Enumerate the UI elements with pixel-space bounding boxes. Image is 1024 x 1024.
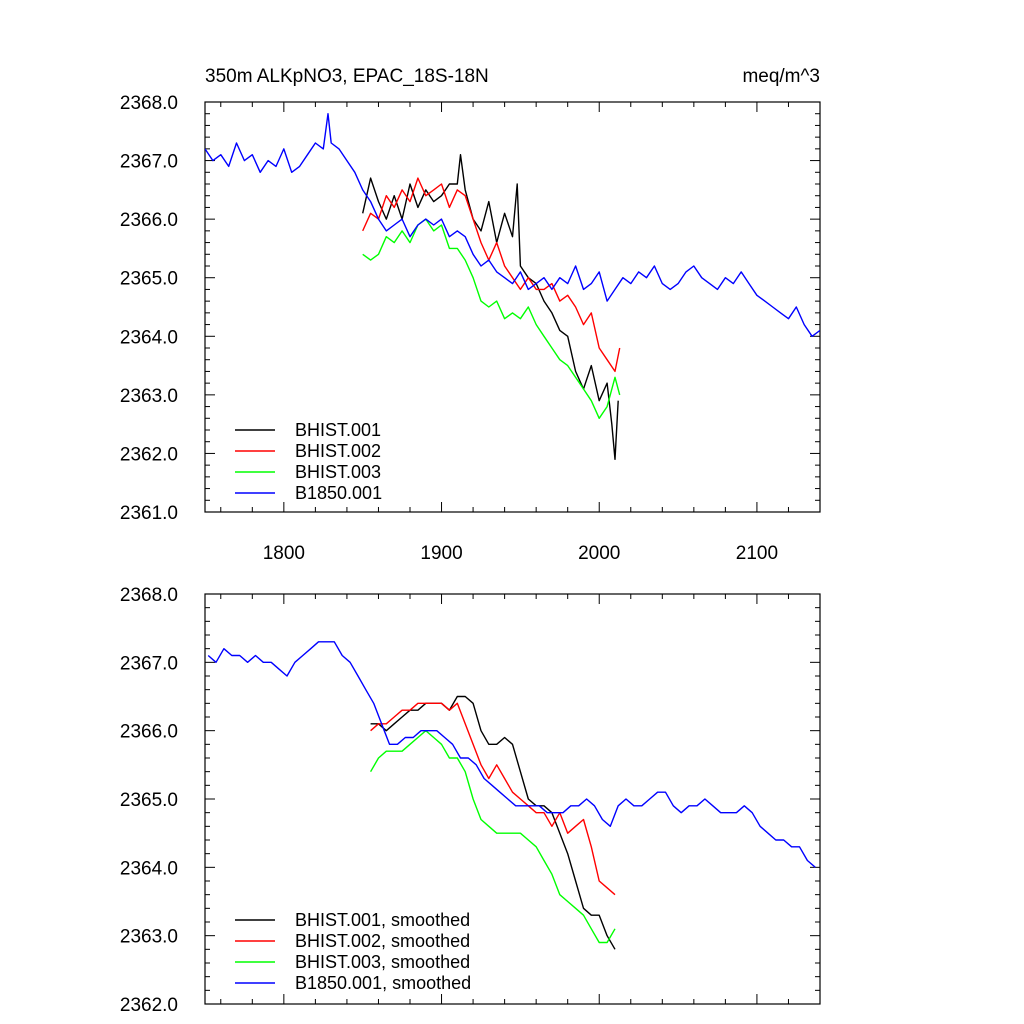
y-tick-label: 2366.0 (120, 210, 178, 231)
bottom-panel: 2362.0 2363.0 2364.0 2365.0 2366.0 2367.0 2368… (120, 585, 821, 1016)
y-tick-label: 2367.0 (120, 152, 178, 173)
series-line-bhist-002-smoothed (370, 702, 616, 896)
chart-title: 350m ALKpNO3, EPAC_18S-18N (205, 66, 489, 87)
x-tick-label: 1800 (263, 543, 305, 564)
series-line-bhist-003-smoothed (369, 730, 616, 944)
y-tick-label: 2366.0 (120, 722, 178, 743)
legend-label: BHIST.001 (295, 420, 381, 440)
y-tick-label: 2362.0 (120, 444, 178, 465)
y-tick-label: 2368.0 (120, 585, 178, 606)
x-tick-label: 1900 (420, 543, 462, 564)
y-tick-label: 2365.0 (120, 790, 178, 811)
series-line-bhist-001 (362, 153, 619, 460)
series-line-bhist-003 (362, 218, 621, 419)
y-tick-label: 2361.0 (120, 503, 178, 524)
y-tick-label: 2365.0 (120, 269, 178, 290)
legend-label: BHIST.002, smoothed (295, 931, 470, 951)
y-tick-label: 2368.0 (120, 93, 178, 114)
chart-units: meq/m^3 (742, 66, 820, 87)
series-line-b1850-001 (205, 112, 820, 337)
top-panel: 350m ALKpNO3, EPAC_18S-18N meq/m^3 2361.0 2… (120, 66, 821, 564)
series-line-b1850-001-smoothed (207, 641, 816, 868)
legend-label: BHIST.003, smoothed (295, 952, 470, 972)
y-tick-label: 2362.0 (120, 995, 178, 1016)
legend-label: B1850.001 (295, 483, 382, 503)
legend-label: BHIST.002 (295, 441, 381, 461)
x-tick-label: 2100 (736, 543, 778, 564)
legend-label: B1850.001, smoothed (295, 973, 471, 993)
y-tick-label: 2364.0 (120, 858, 178, 879)
legend-label: BHIST.001, smoothed (295, 910, 470, 930)
series-line-bhist-001-smoothed (370, 695, 616, 950)
y-tick-label: 2363.0 (120, 927, 178, 948)
y-tick-label: 2364.0 (120, 327, 178, 348)
plot-frame (204, 101, 821, 513)
y-tick-label: 2363.0 (120, 386, 178, 407)
x-tick-label: 2000 (578, 543, 620, 564)
legend-label: BHIST.003 (295, 462, 381, 482)
series-line-bhist-002 (362, 177, 621, 373)
y-tick-label: 2367.0 (120, 653, 178, 674)
